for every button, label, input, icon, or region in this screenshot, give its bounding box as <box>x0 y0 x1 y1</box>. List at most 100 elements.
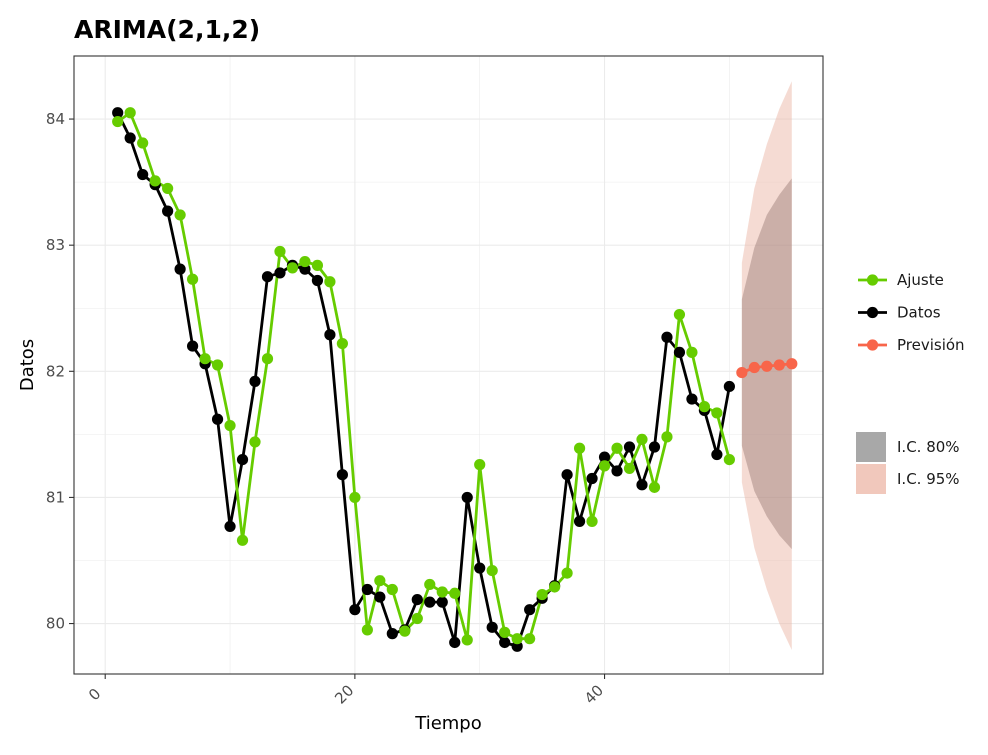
ajuste-point <box>211 359 224 371</box>
datos-point <box>648 441 661 453</box>
ajuste-point <box>449 587 461 599</box>
legend-label-ci95: I.C. 95% <box>897 470 960 488</box>
ajuste-point <box>436 586 448 598</box>
datos-point <box>686 393 698 405</box>
ajuste-point <box>224 419 236 432</box>
ajuste-point <box>424 578 436 591</box>
legend-label-ajuste: Ajuste <box>897 271 944 289</box>
ajuste-point <box>648 481 661 493</box>
ajuste-point <box>549 581 561 593</box>
y-tick-label: 82 <box>46 362 65 380</box>
ajuste-point <box>274 245 286 258</box>
datos-point <box>261 271 274 283</box>
datos-point <box>524 604 536 616</box>
x-axis-title: Tiempo <box>414 713 482 734</box>
ajuste-point <box>236 534 249 546</box>
prevision-point <box>773 359 785 371</box>
ajuste-point <box>661 431 673 443</box>
ajuste-point <box>486 564 498 577</box>
ajuste-point <box>361 624 373 636</box>
datos-point <box>211 413 224 425</box>
ajuste-point <box>124 107 136 119</box>
datos-point <box>374 591 386 603</box>
y-tick-label: 83 <box>46 236 65 254</box>
ajuste-point <box>324 276 336 288</box>
datos-point <box>349 604 361 616</box>
datos-point <box>311 274 324 287</box>
y-tick-label: 84 <box>46 110 65 128</box>
ajuste-point <box>586 515 598 527</box>
datos-point <box>236 453 249 466</box>
series-points <box>112 107 798 652</box>
ajuste-point <box>623 462 636 475</box>
datos-point <box>424 596 436 608</box>
ajuste-point <box>149 175 161 187</box>
datos-point <box>174 263 186 275</box>
x-tick-label: 40 <box>581 681 607 707</box>
ajuste-point <box>474 459 486 471</box>
datos-point <box>573 515 586 527</box>
plot-panel <box>74 56 823 674</box>
ajuste-point <box>698 401 711 413</box>
datos-point <box>361 583 373 596</box>
chart-title: ARIMA(2,1,2) <box>74 15 260 44</box>
ajuste-point <box>461 634 473 646</box>
datos-point <box>411 593 423 606</box>
datos-point <box>561 469 573 481</box>
legend-key-ajuste-point <box>866 274 879 286</box>
legend: Ajuste Datos Previsión I.C. 80% I.C. 95% <box>856 271 965 494</box>
datos-point <box>224 520 236 533</box>
datos-point <box>336 469 348 481</box>
ajuste-point <box>137 137 149 149</box>
ajuste-point <box>611 442 623 454</box>
ajuste-point <box>573 442 586 454</box>
ajuste-point <box>411 612 423 625</box>
datos-point <box>162 205 174 217</box>
datos-point <box>274 267 286 279</box>
ajuste-point <box>499 626 511 638</box>
datos-point <box>436 596 448 608</box>
ajuste-point <box>536 588 548 601</box>
y-tick-label: 80 <box>46 615 65 633</box>
x-tick-label: 20 <box>331 681 357 707</box>
ajuste-point <box>636 433 648 446</box>
ajuste-point <box>261 353 274 365</box>
datos-point <box>386 628 398 640</box>
y-tick-label: 81 <box>46 488 65 506</box>
ajuste-point <box>598 460 611 472</box>
ajuste-point <box>386 583 398 596</box>
datos-point <box>661 331 673 343</box>
ajuste-point <box>336 337 348 350</box>
ajuste-point <box>299 255 311 268</box>
datos-point <box>186 340 199 352</box>
ajuste-point <box>186 273 199 285</box>
ajuste-point <box>686 346 698 358</box>
ajuste-point <box>723 453 735 466</box>
legend-key-ci80 <box>856 432 886 462</box>
legend-key-prevision-point <box>866 339 879 351</box>
ajuste-point <box>311 259 324 271</box>
ajuste-point <box>374 575 386 587</box>
ajuste-point <box>511 633 523 645</box>
datos-point <box>249 375 261 387</box>
prevision-point <box>748 361 760 374</box>
ajuste-point <box>286 262 299 274</box>
datos-point <box>124 132 136 144</box>
datos-point <box>324 329 336 341</box>
prevision-point <box>761 360 773 372</box>
datos-point <box>112 107 124 119</box>
datos-point <box>673 346 686 358</box>
ajuste-point <box>399 625 411 637</box>
datos-point <box>499 636 511 649</box>
ajuste-point <box>174 209 186 221</box>
datos-point <box>586 472 598 485</box>
datos-point <box>623 441 636 453</box>
prevision-point <box>786 358 798 370</box>
datos-point <box>486 621 498 633</box>
legend-label-ci80: I.C. 80% <box>897 438 960 456</box>
legend-key-ci95 <box>856 464 886 494</box>
datos-point <box>611 465 623 477</box>
ajuste-point <box>673 308 686 321</box>
ajuste-point <box>199 353 211 365</box>
